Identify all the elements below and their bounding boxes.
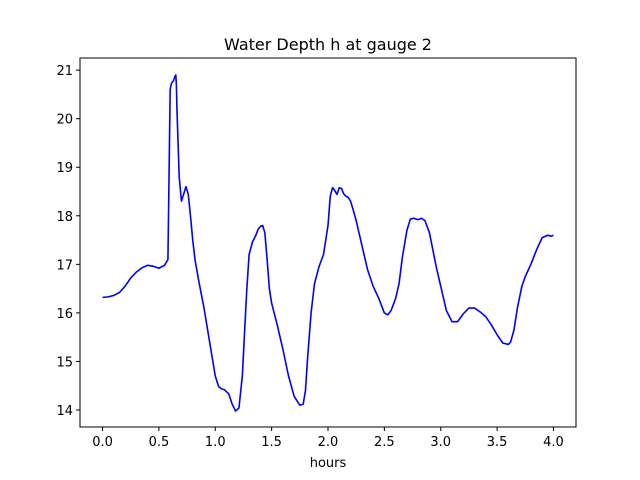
y-tick-label: 21	[56, 64, 73, 79]
x-tick-label: 0.0	[92, 435, 113, 450]
x-axis-label: hours	[310, 456, 347, 471]
x-tick-label: 0.5	[149, 435, 170, 450]
y-tick-label: 18	[56, 210, 73, 225]
y-tick-label: 16	[56, 307, 73, 322]
y-axis: 14 15 16 17 18 19 20 21	[56, 64, 80, 419]
series-line-0	[102, 74, 554, 412]
y-tick-label: 14	[56, 404, 73, 419]
plot-frame	[79, 57, 577, 428]
plot-area	[102, 74, 554, 412]
y-tick-label: 17	[56, 258, 73, 273]
y-tick-label: 15	[56, 355, 73, 370]
x-tick-label: 4.0	[543, 435, 564, 450]
x-tick-label: 1.0	[205, 435, 226, 450]
x-axis: 0.0 0.5 1.0 1.5 2.0 2.5 3.0 3.5 4.0	[92, 427, 564, 450]
x-tick-label: 1.5	[261, 435, 282, 450]
y-tick-label: 20	[56, 113, 73, 128]
y-tick-label: 19	[56, 161, 73, 176]
x-tick-label: 2.5	[374, 435, 395, 450]
x-tick-label: 3.0	[430, 435, 451, 450]
x-tick-label: 3.5	[487, 435, 508, 450]
x-tick-label: 2.0	[318, 435, 339, 450]
chart-title: Water Depth h at gauge 2	[224, 35, 432, 54]
